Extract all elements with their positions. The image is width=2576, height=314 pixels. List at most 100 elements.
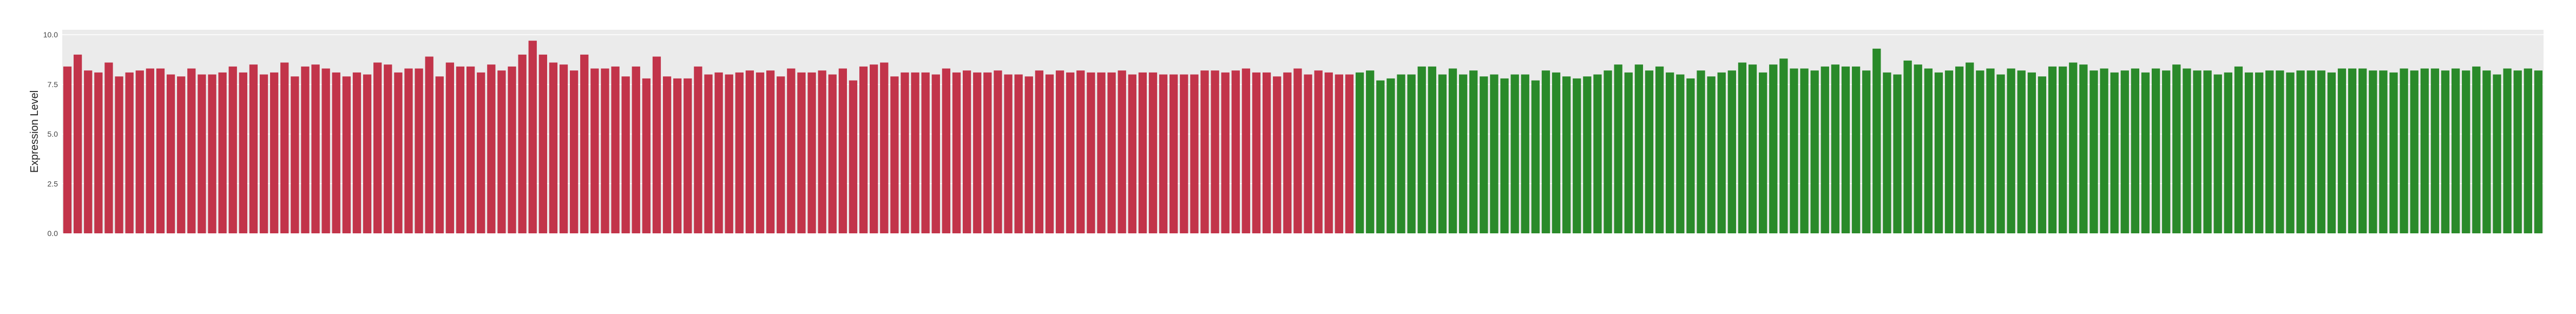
bar (1241, 68, 1251, 233)
bar (931, 74, 940, 233)
bar (1293, 68, 1302, 233)
bar (187, 68, 196, 233)
bar (259, 74, 268, 233)
bar (332, 72, 340, 233)
bar (1087, 72, 1095, 233)
bar (2400, 68, 2408, 233)
bar (301, 66, 310, 234)
bar (125, 72, 134, 233)
bar (487, 64, 496, 233)
bar (2513, 70, 2522, 233)
bar (1200, 70, 1209, 233)
bar (74, 54, 82, 233)
bar (84, 70, 93, 233)
bar (2296, 70, 2305, 233)
bar (807, 72, 816, 233)
bar (1924, 68, 1933, 233)
bar (1148, 72, 1158, 233)
bar (1634, 64, 1644, 233)
bar (280, 62, 289, 234)
bar (1521, 74, 1529, 233)
bar (1996, 74, 2005, 233)
bar (1469, 70, 1478, 233)
bar (662, 76, 672, 233)
bar (321, 68, 330, 233)
bar (787, 68, 796, 233)
bar (1790, 68, 1798, 233)
bar (2420, 68, 2429, 233)
bar (1128, 74, 1136, 233)
bar (1407, 74, 1416, 233)
bar (1097, 72, 1106, 233)
bar (901, 72, 909, 233)
bar (1118, 70, 1126, 233)
bar (270, 72, 279, 233)
bar (1262, 72, 1271, 233)
bar (1748, 64, 1757, 233)
bar (115, 76, 123, 233)
bar (2151, 68, 2160, 233)
bar (2059, 66, 2067, 234)
bar (890, 76, 899, 233)
bar (2524, 68, 2532, 233)
bar (1676, 74, 1685, 233)
bar (1872, 48, 1881, 233)
bar (208, 74, 216, 233)
bar (590, 68, 599, 233)
bar (1345, 74, 1354, 233)
bar (1273, 76, 1282, 233)
bar (1169, 74, 1178, 233)
bar (2472, 66, 2481, 234)
bar (1211, 70, 1219, 233)
bar (1841, 66, 1850, 234)
bar (880, 62, 889, 234)
bar (249, 64, 258, 233)
bar (1934, 72, 1943, 233)
bar (983, 72, 992, 233)
bar (838, 68, 847, 233)
bar (1810, 70, 1819, 233)
bar (2317, 70, 2325, 233)
bar (973, 72, 982, 233)
bar (218, 72, 227, 233)
bar (2079, 64, 2088, 233)
bar (859, 66, 868, 234)
bar (828, 74, 837, 233)
bar (1066, 72, 1075, 233)
bar (611, 66, 620, 234)
bar (766, 70, 775, 233)
bar (1966, 62, 1974, 234)
bar (2017, 70, 2026, 233)
bar (1821, 66, 1829, 234)
bar (911, 72, 919, 233)
bar (1862, 70, 1871, 233)
bar (1604, 70, 1612, 233)
bar (1045, 74, 1054, 233)
bar (1883, 72, 1891, 233)
bar (1583, 76, 1592, 233)
bar (994, 70, 1002, 233)
bar (2534, 70, 2543, 233)
bar (580, 54, 589, 233)
bar (518, 54, 527, 233)
bar (714, 72, 723, 233)
bar (1717, 72, 1726, 233)
bar (177, 76, 186, 233)
bar (2172, 64, 2181, 233)
bar (2265, 70, 2274, 233)
bar (2203, 70, 2212, 233)
bar (1800, 68, 1809, 233)
bar (415, 68, 423, 233)
bar (952, 72, 961, 233)
bar (1480, 76, 1488, 233)
y-tick-label: 5.0 (48, 130, 58, 139)
bar (1314, 70, 1323, 233)
bar (1779, 58, 1788, 233)
bar (962, 70, 971, 233)
bar (373, 62, 382, 234)
bar (2213, 74, 2222, 233)
bar (570, 70, 579, 233)
bar (1851, 66, 1861, 234)
bar (2089, 70, 2098, 233)
